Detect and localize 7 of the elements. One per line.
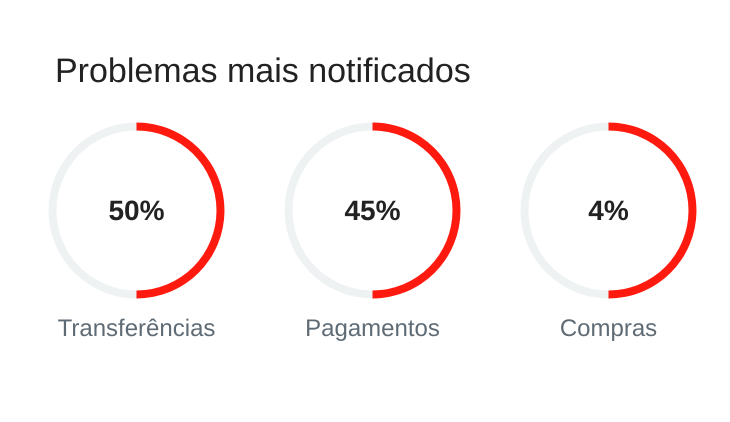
text: 45% — [344, 195, 401, 226]
text: Pagamentos — [305, 315, 440, 342]
text: Compras — [560, 315, 658, 342]
text: 50% — [108, 195, 165, 226]
chart-title: Problemas mais notificados — [55, 51, 471, 92]
text: 4% — [588, 195, 629, 226]
text: Transferências — [58, 315, 216, 342]
